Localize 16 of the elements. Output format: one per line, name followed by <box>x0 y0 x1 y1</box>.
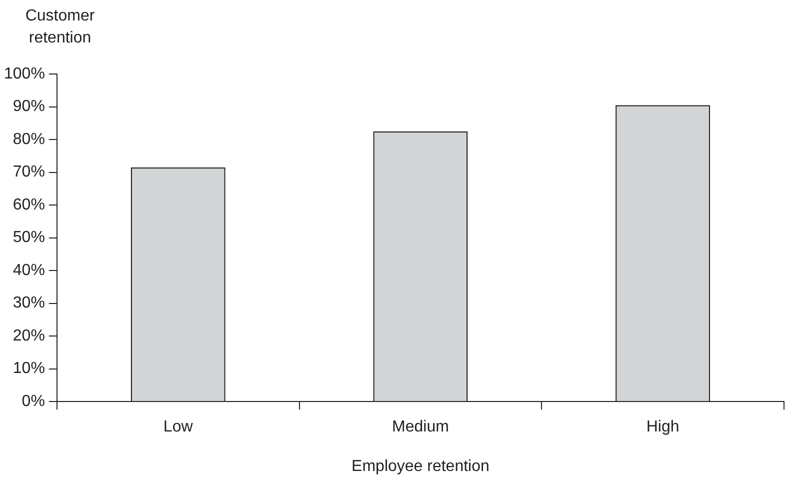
y-tick-label: 40% <box>12 262 45 279</box>
y-tick-label: 0% <box>22 393 45 410</box>
x-axis-title: Employee retention <box>352 458 490 475</box>
y-tick-label: 90% <box>12 98 45 116</box>
y-tick-label: 20% <box>12 327 45 344</box>
y-tick-label: 100% <box>4 65 45 82</box>
y-tick-label: 50% <box>12 229 45 246</box>
y-tick-label: 80% <box>12 130 45 148</box>
x-tick-label: Medium <box>392 418 449 436</box>
y-tick-label: 30% <box>12 294 45 312</box>
x-tick-label: Low <box>163 418 194 436</box>
y-axis-title: Customer retention <box>25 7 96 46</box>
y-tick-label: 10% <box>12 360 45 378</box>
x-tick-label: High <box>646 418 680 436</box>
y-tick-label: 60% <box>12 196 45 214</box>
y-tick-label: 70% <box>12 164 45 181</box>
